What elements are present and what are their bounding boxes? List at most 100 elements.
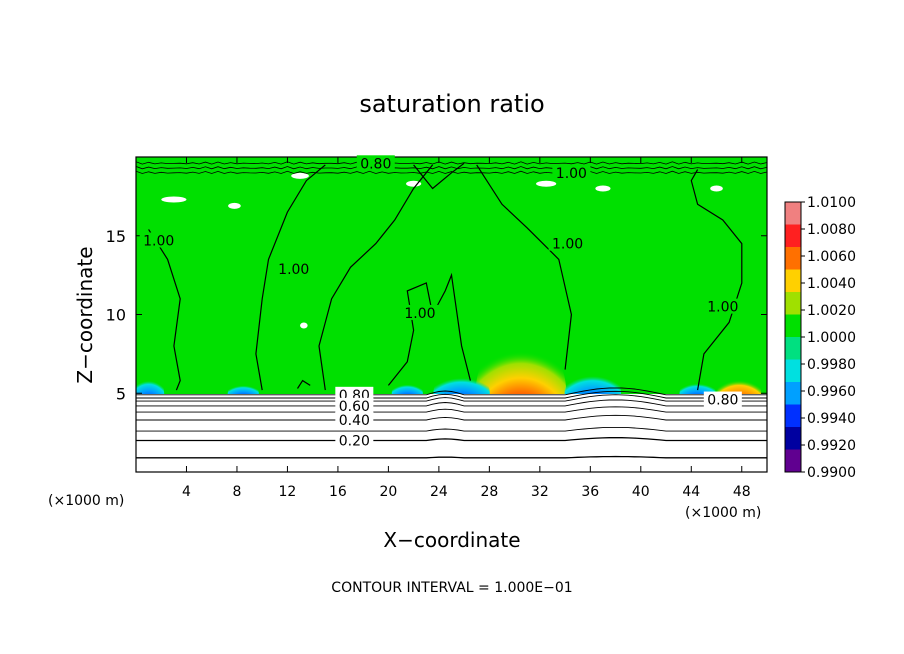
saturated-patch bbox=[536, 180, 557, 187]
y-tick-label: 5 bbox=[116, 384, 126, 403]
colorbar-label: 0.9980 bbox=[807, 357, 856, 373]
dry-contour bbox=[136, 455, 767, 459]
dry-contour bbox=[136, 437, 767, 442]
x-unit-left: (×1000 m) bbox=[48, 493, 124, 509]
colorbar-label: 1.0020 bbox=[807, 303, 856, 319]
dry-contour bbox=[136, 394, 767, 402]
x-tick-label: 40 bbox=[632, 484, 650, 500]
chart-title: saturation ratio bbox=[359, 90, 544, 118]
contour-label: 1.00 bbox=[143, 233, 174, 249]
y-axis-label: Z−coordinate bbox=[73, 246, 97, 383]
saturated-patch bbox=[228, 202, 241, 209]
saturated-patch bbox=[300, 322, 308, 329]
dry-contour bbox=[136, 426, 767, 432]
contour-label-bg bbox=[274, 260, 313, 276]
colorbar: 1.0100 1.0080 1.0060 1.0040 1.0020 1.0000 0.99… bbox=[784, 195, 856, 481]
contour-label-bg bbox=[335, 432, 374, 448]
colorbar-label: 0.9900 bbox=[807, 465, 856, 481]
colorbar-swatch bbox=[785, 314, 801, 338]
colorbar-swatch bbox=[785, 337, 801, 360]
contour-label-bg bbox=[552, 164, 591, 180]
saturation-contour bbox=[255, 164, 326, 391]
colorbar-swatch bbox=[785, 292, 801, 315]
colorbar-swatch bbox=[785, 449, 801, 473]
contour-label: 0.40 bbox=[339, 413, 370, 429]
saturated-patch bbox=[291, 172, 309, 179]
contour-interval-note: CONTOUR INTERVAL = 1.000E−01 bbox=[331, 580, 572, 596]
dry-contour bbox=[136, 399, 767, 407]
contour-label: 0.60 bbox=[339, 399, 370, 415]
x-tick-label: 28 bbox=[480, 484, 498, 500]
saturation-contour bbox=[413, 162, 465, 190]
saturated-patch bbox=[710, 185, 723, 192]
colorbar-label: 0.9940 bbox=[807, 411, 856, 427]
colorbar-swatch bbox=[785, 202, 801, 225]
y-axis: 5 10 15 bbox=[106, 227, 767, 403]
contour-label-bg bbox=[356, 155, 395, 171]
contour-labels: 0.80 1.00 1.00 1.00 1.00 1.00 1.00 0.80 0.600.40… bbox=[139, 155, 742, 450]
x-axis-label: X−coordinate bbox=[383, 528, 520, 552]
x-tick-label: 44 bbox=[682, 484, 700, 500]
colorbar-label: 1.0040 bbox=[807, 276, 856, 292]
x-tick-label: 48 bbox=[733, 484, 751, 500]
colorbar-swatch bbox=[785, 427, 801, 450]
dry-contour bbox=[136, 406, 767, 413]
top-contour bbox=[136, 166, 767, 170]
colorbar-label: 0.9960 bbox=[807, 384, 856, 400]
contour-label: 0.80 bbox=[360, 156, 391, 172]
x-tick-label: 16 bbox=[329, 484, 347, 500]
colorbar-swatch bbox=[785, 247, 801, 270]
contour-label: 1.00 bbox=[552, 237, 583, 253]
contour-lines bbox=[136, 161, 767, 459]
y-tick-label: 10 bbox=[106, 306, 126, 325]
contour-label: 1.00 bbox=[707, 300, 738, 316]
dry-contour bbox=[136, 390, 767, 399]
x-axis: 4 8 12 16 20 24 28 32 36 40 44 48 bbox=[182, 157, 751, 500]
saturation-contour bbox=[387, 272, 471, 386]
colorbar-swatch bbox=[785, 359, 801, 383]
colorbar-swatch bbox=[785, 269, 801, 293]
colorbar-label: 1.0080 bbox=[807, 222, 856, 238]
contour-label-bg bbox=[703, 391, 742, 407]
contour-label-bg bbox=[139, 232, 178, 248]
x-tick-label: 4 bbox=[182, 484, 191, 500]
saturation-contour bbox=[318, 164, 434, 391]
contour-label-bg bbox=[703, 298, 742, 314]
y-tick-label: 15 bbox=[106, 227, 126, 246]
colorbar-label: 0.9920 bbox=[807, 438, 856, 454]
saturation-contour bbox=[690, 169, 743, 391]
dry-layer bbox=[136, 394, 767, 472]
contour-label: 1.00 bbox=[404, 306, 435, 322]
colorbar-label: 1.0100 bbox=[807, 195, 856, 211]
x-unit-right: (×1000 m) bbox=[685, 505, 761, 521]
colorbar-swatch bbox=[785, 404, 801, 428]
colorbar-swatch bbox=[785, 224, 801, 248]
contour-label-bg bbox=[335, 412, 374, 428]
dry-contour bbox=[136, 387, 767, 396]
x-tick-label: 32 bbox=[531, 484, 549, 500]
contour-label-bg bbox=[548, 235, 587, 251]
contour-label: 1.00 bbox=[278, 262, 309, 278]
x-tick-label: 24 bbox=[430, 484, 448, 500]
top-contour bbox=[136, 161, 767, 165]
dry-contour bbox=[136, 414, 767, 421]
contour-label-bg bbox=[335, 397, 374, 413]
contour-label: 0.20 bbox=[339, 434, 370, 450]
x-tick-label: 36 bbox=[581, 484, 599, 500]
x-tick-label: 20 bbox=[379, 484, 397, 500]
saturated-patch bbox=[595, 185, 611, 192]
colorbar-label: 1.0000 bbox=[807, 330, 856, 346]
saturation-contour bbox=[296, 379, 311, 389]
plot-area bbox=[136, 157, 767, 472]
contour-label: 1.00 bbox=[556, 166, 587, 182]
top-contour bbox=[136, 170, 767, 174]
saturated-patch bbox=[406, 180, 422, 187]
saturation-contour bbox=[148, 229, 181, 391]
saturated-patch bbox=[161, 196, 187, 203]
contour-label-bg bbox=[400, 304, 439, 320]
x-tick-label: 12 bbox=[279, 484, 297, 500]
contour-label: 0.80 bbox=[707, 393, 738, 409]
colorbar-swatch bbox=[785, 382, 801, 405]
saturation-contour bbox=[476, 164, 573, 370]
